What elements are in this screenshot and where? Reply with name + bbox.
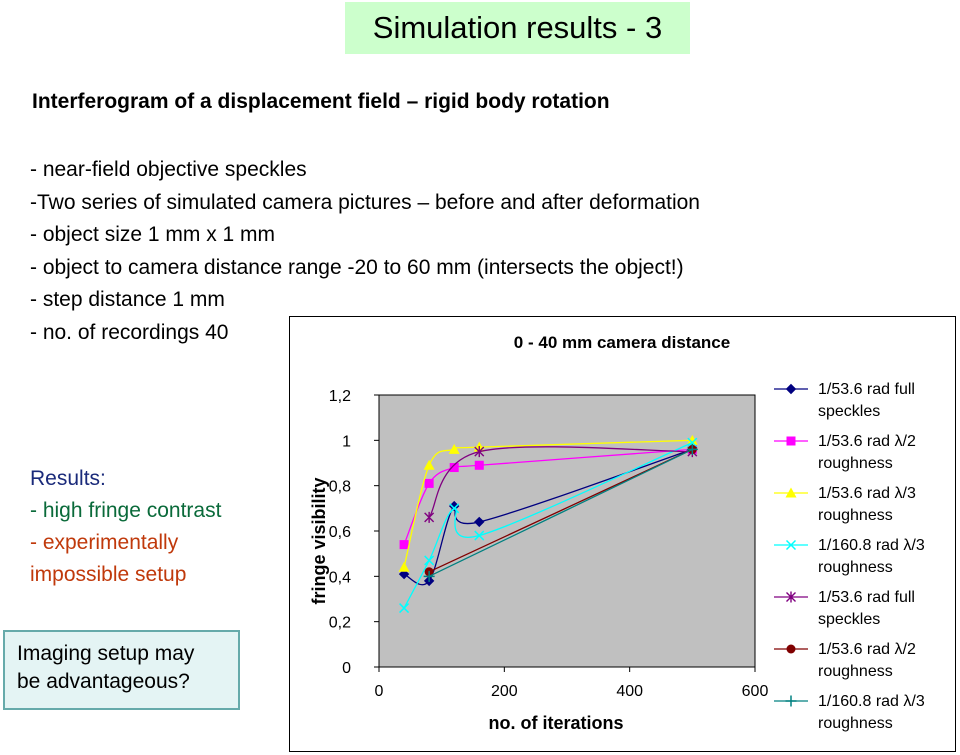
bullet-item: - object size 1 mm x 1 mm xyxy=(30,223,276,246)
y-tick-label: 0 xyxy=(342,660,351,677)
data-point xyxy=(424,511,435,523)
data-point xyxy=(398,561,410,572)
results-item: impossible setup xyxy=(30,563,187,586)
results-heading: Results: xyxy=(30,467,106,490)
legend-label: roughness xyxy=(818,455,893,472)
series-line xyxy=(428,448,693,577)
data-point xyxy=(399,540,409,550)
legend-marker xyxy=(786,644,796,654)
chart: 0 - 40 mm camera distance 0 0,2 0,4 0,6 0,8 1 1… xyxy=(309,333,925,733)
data-point xyxy=(423,570,435,582)
imaging-note-box: Imaging setup may be advantageous? xyxy=(3,630,240,710)
legend-label: 1/53.6 rad λ/2 xyxy=(818,641,916,658)
data-point xyxy=(687,437,698,448)
data-point xyxy=(474,446,485,458)
bullet-item: - object to camera distance range -20 to… xyxy=(30,255,684,279)
legend-marker xyxy=(786,436,796,446)
slide-title-text: Simulation results - 3 xyxy=(372,10,663,45)
legend-marker xyxy=(785,695,797,707)
legend-marker xyxy=(785,383,797,395)
plot-area xyxy=(378,394,756,668)
x-tick-label: 600 xyxy=(742,683,769,700)
legend-label: speckles xyxy=(818,403,880,420)
x-tick-label: 200 xyxy=(491,683,518,700)
series-line xyxy=(428,446,693,518)
bullet-list: - near-field objective speckles -Two ser… xyxy=(30,154,700,349)
bullet-item: - step distance 1 mm xyxy=(30,288,225,311)
legend-label: roughness xyxy=(818,559,893,576)
y-axis-label: fringe visibility xyxy=(309,477,329,604)
legend-label: 1/53.6 rad λ/3 xyxy=(818,485,916,502)
bullet-item: - no. of recordings 40 xyxy=(30,320,229,344)
imaging-note-line: Imaging setup may xyxy=(17,642,195,665)
y-tick-label: 1,2 xyxy=(329,388,351,405)
data-point xyxy=(448,443,460,454)
data-point xyxy=(399,603,410,614)
legend-label: speckles xyxy=(818,611,880,628)
legend-marker xyxy=(785,539,797,551)
data-point xyxy=(398,568,410,580)
series-line xyxy=(403,442,693,609)
y-tick-label: 0,2 xyxy=(329,615,351,632)
y-tick-label: 0,6 xyxy=(329,524,351,541)
legend-label: roughness xyxy=(818,507,893,524)
results-block: Results: - high fringe contrast - experi… xyxy=(30,463,221,591)
legend-label: roughness xyxy=(818,715,893,732)
chart-frame: 0 - 40 mm camera distance 0 0,2 0,4 0,6 0,8 1 1… xyxy=(289,316,956,752)
x-tick-label: 400 xyxy=(616,683,643,700)
results-item: - experimentally xyxy=(30,531,179,554)
legend-label: 1/53.6 rad full xyxy=(818,381,915,398)
data-point xyxy=(686,443,698,455)
bullet-item: - near-field objective speckles xyxy=(30,158,307,181)
y-tick-label: 0,8 xyxy=(329,479,351,496)
legend-label: 1/160.8 rad λ/3 xyxy=(818,537,925,554)
legend-label: 1/160.8 rad λ/3 xyxy=(818,693,925,710)
bullet-item: -Two series of simulated camera pictures… xyxy=(30,190,700,214)
data-point xyxy=(474,460,484,470)
data-point xyxy=(423,459,435,470)
data-point xyxy=(449,463,459,473)
slide-title: Simulation results - 3 xyxy=(345,2,690,54)
slide-subtitle: Interferogram of a displacement field – … xyxy=(32,90,610,113)
y-tick-label: 1 xyxy=(342,433,351,450)
x-axis-label: no. of iterations xyxy=(489,713,624,733)
results-item: - high fringe contrast xyxy=(30,499,222,522)
x-tick-label: 0 xyxy=(375,683,384,700)
data-point xyxy=(474,516,485,528)
data-point xyxy=(424,555,435,566)
data-point xyxy=(449,503,460,514)
chart-title: 0 - 40 mm camera distance xyxy=(514,333,730,352)
legend-label: 1/53.6 rad full xyxy=(818,589,915,606)
legend-label: 1/53.6 rad λ/2 xyxy=(818,433,916,450)
data-point xyxy=(424,478,434,488)
legend-label: roughness xyxy=(818,663,893,680)
legend-marker xyxy=(786,591,796,603)
legend-marker xyxy=(785,487,797,498)
imaging-note-line: be advantageous? xyxy=(17,670,190,693)
data-point xyxy=(686,434,698,445)
y-tick-label: 0,4 xyxy=(329,569,351,586)
data-point xyxy=(474,530,485,541)
